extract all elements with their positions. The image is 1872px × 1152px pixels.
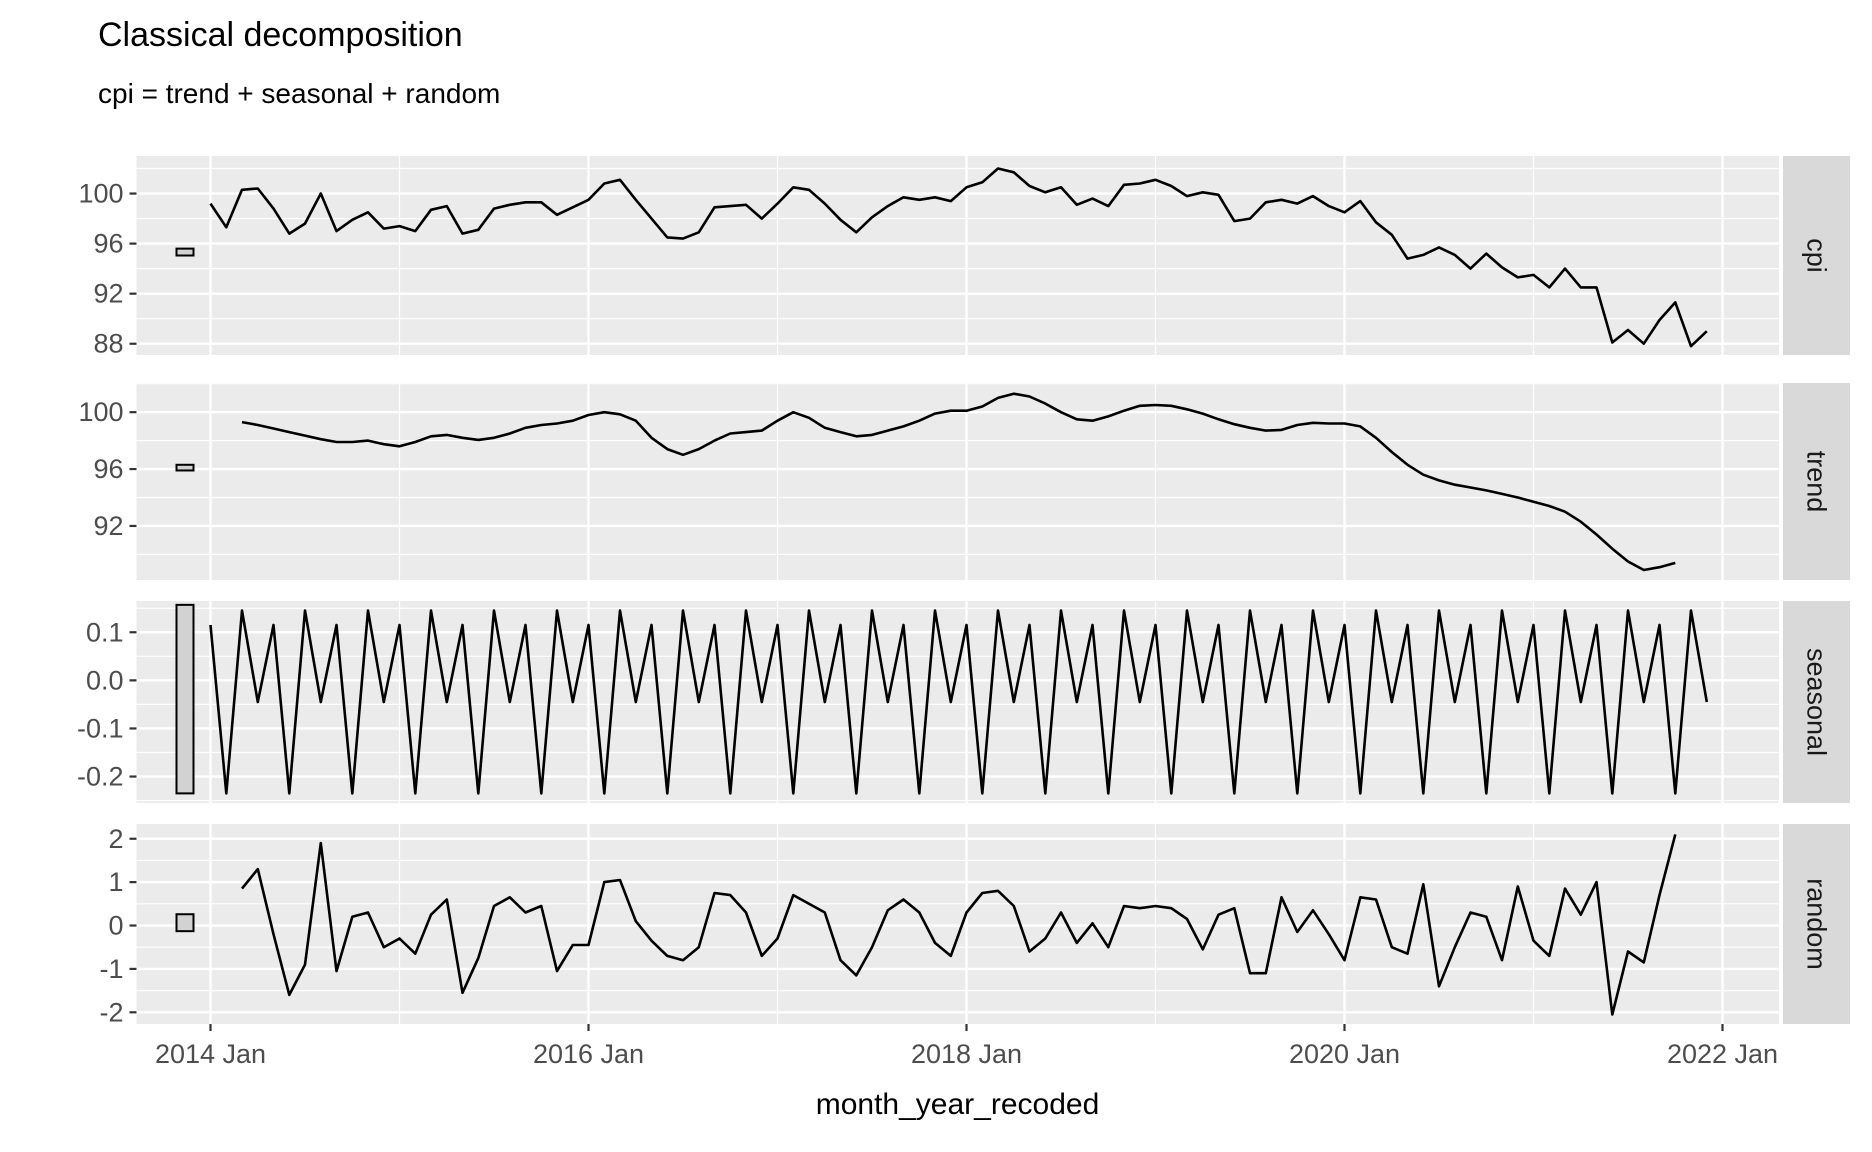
y-tick-label-seasonal: -0.2 — [77, 762, 124, 792]
x-axis: 2014 Jan 2016 Jan 2018 Jan 2020 Jan 2022 Jan — [155, 1024, 1778, 1069]
x-tick-label: 2020 Jan — [1289, 1039, 1400, 1069]
x-tick-label: 2022 Jan — [1667, 1039, 1778, 1069]
y-tick-label-trend: 92 — [93, 511, 123, 541]
y-tick-label-cpi: 88 — [93, 329, 123, 359]
scale-bar-random — [175, 913, 195, 933]
panel-cpi: 100 96 92 88 cpi — [78, 156, 1850, 359]
x-tick-label: 2018 Jan — [911, 1039, 1022, 1069]
y-tick-label-trend: 96 — [93, 454, 123, 484]
plot-subtitle: cpi = trend + seasonal + random — [98, 78, 501, 109]
facet-strip-seasonal — [1783, 601, 1850, 803]
facet-strip-label-cpi: cpi — [1802, 238, 1832, 273]
scale-bar-trend — [175, 463, 195, 472]
trend-line — [241, 392, 1676, 572]
panel-trend: 100 96 92 trend — [78, 383, 1850, 580]
facet-strip-label-random: random — [1802, 878, 1832, 970]
y-tick-label-seasonal: -0.1 — [77, 713, 124, 743]
facet-strip-cpi — [1783, 156, 1850, 355]
scale-bar-cpi — [175, 247, 195, 257]
facet-strip-label-seasonal: seasonal — [1802, 648, 1832, 756]
y-tick-label-cpi: 92 — [93, 279, 123, 309]
cpi-line — [209, 167, 1708, 348]
y-tick-label-seasonal: 0.1 — [86, 617, 124, 647]
panel-random: 2 1 0 -1 -2 random — [99, 824, 1850, 1027]
x-tick-label: 2016 Jan — [533, 1039, 644, 1069]
y-tick-label-cpi: 100 — [78, 179, 123, 209]
y-tick-label-random: 0 — [108, 911, 123, 941]
y-tick-label-cpi: 96 — [93, 229, 123, 259]
plot-title: Classical decomposition — [98, 16, 463, 54]
y-tick-label-random: 2 — [108, 824, 123, 854]
seasonal-line — [209, 609, 1709, 795]
facet-strip-label-trend: trend — [1802, 451, 1832, 513]
facet-strip-trend — [1783, 383, 1850, 580]
y-tick-label-seasonal: 0.0 — [86, 665, 124, 695]
facet-strip-random — [1783, 824, 1850, 1024]
y-tick-label-trend: 100 — [78, 397, 123, 427]
x-tick-label: 2014 Jan — [155, 1039, 266, 1069]
y-tick-label-random: -2 — [99, 997, 123, 1027]
scale-bar-seasonal — [175, 603, 195, 795]
panel-seasonal: 0.1 0.0 -0.1 -0.2 seasonal — [77, 601, 1850, 803]
y-tick-label-random: -1 — [99, 954, 123, 984]
x-axis-title: month_year_recoded — [815, 1088, 1100, 1121]
random-line — [240, 834, 1677, 1016]
y-tick-label-random: 1 — [108, 867, 123, 897]
